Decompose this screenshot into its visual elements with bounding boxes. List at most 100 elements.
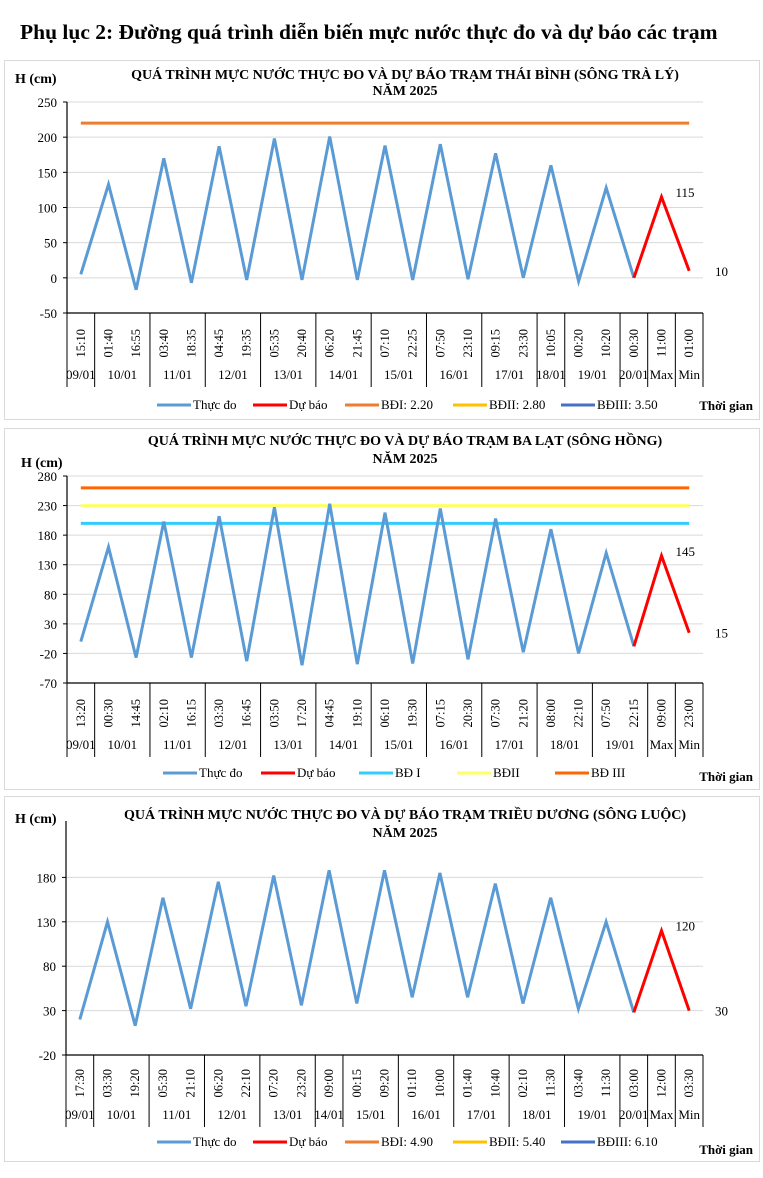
x-group-label: 16/01 <box>439 737 469 752</box>
x-time-label: 01:00 <box>682 329 696 357</box>
y-axis-label: H (cm) <box>21 456 63 471</box>
legend-label: BĐII <box>493 765 520 780</box>
chart-title: QUÁ TRÌNH MỰC NƯỚC THỰC ĐO VÀ DỰ BÁO TRẠ… <box>124 806 686 823</box>
x-time-label: 01:40 <box>101 329 115 357</box>
x-group-label: 11/01 <box>162 1107 191 1122</box>
y-tick-label: 280 <box>38 469 58 484</box>
x-time-label: 09:20 <box>378 1069 392 1097</box>
x-time-label: 00:15 <box>350 1069 364 1097</box>
legend-label: BĐII: 2.80 <box>489 397 545 412</box>
x-group-label: 20/01 <box>619 1107 649 1122</box>
x-time-label: 03:30 <box>212 699 226 727</box>
x-time-label: 16:15 <box>184 699 198 727</box>
chart-subtitle: NĂM 2025 <box>373 82 438 99</box>
x-time-label: 18:35 <box>184 329 198 357</box>
x-time-label: 02:10 <box>157 699 171 727</box>
x-axis-label: Thời gian <box>699 398 754 413</box>
x-time-label: 22:15 <box>627 699 641 727</box>
series-line-forecast <box>632 192 691 279</box>
chart-panel-thai-binh: QUÁ TRÌNH MỰC NƯỚC THỰC ĐO VÀ DỰ BÁO TRẠ… <box>4 60 760 420</box>
y-tick-label: 30 <box>43 1004 56 1019</box>
x-group-label: 11/01 <box>163 737 192 752</box>
x-time-label: 03:00 <box>627 1069 641 1097</box>
x-time-label: 19:30 <box>406 699 420 727</box>
series-line-observed <box>79 503 636 666</box>
x-time-label: 05:35 <box>267 329 281 357</box>
x-time-label: 10:00 <box>433 1069 447 1097</box>
x-time-label: 21:45 <box>350 329 364 357</box>
x-group-label: 18/01 <box>522 1107 552 1122</box>
x-time-label: 07:50 <box>433 329 447 357</box>
x-time-label: 21:10 <box>184 1069 198 1097</box>
x-group-label: 13/01 <box>273 737 303 752</box>
x-time-label: 19:10 <box>350 699 364 727</box>
y-tick-label: 50 <box>44 236 57 251</box>
x-time-label: 12:00 <box>654 1069 668 1097</box>
x-group-label: 09/01 <box>66 367 96 382</box>
x-time-label: 11:00 <box>655 329 669 357</box>
x-time-label: 10:40 <box>488 1069 502 1097</box>
legend-label: BĐIII: 6.10 <box>597 1134 658 1149</box>
x-time-label: 01:10 <box>405 1069 419 1097</box>
x-time-label: 16:55 <box>129 329 143 357</box>
x-time-label: 13:20 <box>74 699 88 727</box>
y-tick-label: 230 <box>38 499 58 514</box>
x-time-label: 23:30 <box>516 329 530 357</box>
x-time-label: 03:30 <box>101 1069 115 1097</box>
x-time-label: 19:35 <box>240 329 254 357</box>
y-tick-label: 130 <box>38 558 58 573</box>
x-group-label: 09/01 <box>66 737 96 752</box>
legend-label: BĐ III <box>591 765 625 780</box>
x-group-label: Min <box>678 367 700 382</box>
legend-label: Dự báo <box>297 765 335 780</box>
x-group-label: 14/01 <box>314 1107 344 1122</box>
x-group-label: 14/01 <box>329 367 359 382</box>
x-group-label: 09/01 <box>65 1107 95 1122</box>
x-time-label: 20:30 <box>461 699 475 727</box>
x-axis-label: Thời gian <box>699 1142 754 1157</box>
x-group-label: Max <box>650 1107 674 1122</box>
legend-label: Thực đo <box>193 397 237 412</box>
x-time-label: 07:10 <box>378 329 392 357</box>
x-group-label: 17/01 <box>495 737 525 752</box>
legend-label: Thực đo <box>199 765 243 780</box>
x-group-label: 14/01 <box>329 737 359 752</box>
x-time-label: 10:20 <box>599 329 613 357</box>
y-tick-label: 80 <box>44 587 57 602</box>
chart-subtitle: NĂM 2025 <box>373 450 438 467</box>
x-time-label: 06:10 <box>378 699 392 727</box>
x-group-label: 18/01 <box>550 737 580 752</box>
y-tick-label: 200 <box>38 130 58 145</box>
y-tick-label: 30 <box>44 617 57 632</box>
x-time-label: 01:40 <box>461 1069 475 1097</box>
x-group-label: 15/01 <box>356 1107 386 1122</box>
x-time-label: 10:05 <box>544 329 558 357</box>
y-tick-label: 0 <box>51 271 58 286</box>
x-time-label: 21:20 <box>516 699 530 727</box>
x-time-label: 06:20 <box>211 1069 225 1097</box>
x-time-label: 23:10 <box>461 329 475 357</box>
x-group-label: Max <box>650 737 674 752</box>
x-time-label: 09:00 <box>655 699 669 727</box>
x-group-label: 11/01 <box>163 367 192 382</box>
x-axis-label: Thời gian <box>699 769 754 784</box>
data-label: 15 <box>715 626 728 641</box>
x-group-label: 17/01 <box>467 1107 497 1122</box>
x-group-label: 19/01 <box>605 737 635 752</box>
x-time-label: 17:30 <box>73 1069 87 1097</box>
x-time-label: 07:50 <box>599 699 613 727</box>
x-time-label: 08:00 <box>544 699 558 727</box>
x-time-label: 07:30 <box>489 699 503 727</box>
x-group-label: 12/01 <box>217 1107 247 1122</box>
y-tick-label: -70 <box>40 676 57 691</box>
x-time-label: 09:00 <box>322 1069 336 1097</box>
y-tick-label: 180 <box>38 528 58 543</box>
x-group-label: 15/01 <box>384 367 414 382</box>
x-time-label: 11:30 <box>544 1069 558 1097</box>
chart-title: QUÁ TRÌNH MỰC NƯỚC THỰC ĐO VÀ DỰ BÁO TRẠ… <box>148 431 663 449</box>
x-group-label: 20/01 <box>619 367 649 382</box>
y-tick-label: -50 <box>40 306 57 321</box>
y-tick-label: 80 <box>43 959 56 974</box>
chart-panel-ba-lat: QUÁ TRÌNH MỰC NƯỚC THỰC ĐO VÀ DỰ BÁO TRẠ… <box>4 428 760 790</box>
page-title: Phụ lục 2: Đường quá trình diễn biến mực… <box>20 20 718 44</box>
